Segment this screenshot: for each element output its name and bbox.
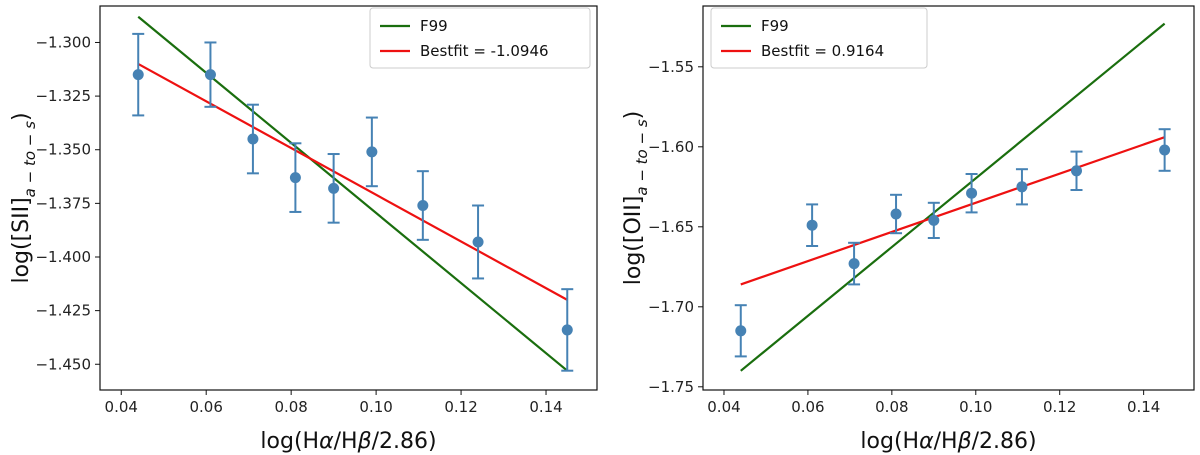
data-point-3: [890, 193, 903, 235]
marker: [247, 133, 259, 145]
marker: [966, 187, 978, 199]
marker: [806, 219, 818, 231]
legend-box: [710, 7, 928, 69]
f99-line: [137, 15, 568, 372]
x-tick-label: 0.04: [707, 398, 740, 416]
y-axis-label: log([SII]a − to − s): [9, 112, 39, 283]
plot-area: [132, 15, 574, 372]
data-point-3: [289, 142, 302, 213]
legend-box: [369, 7, 591, 69]
y-tick-label: −1.60: [648, 138, 694, 156]
x-tick-label: 0.06: [189, 398, 222, 416]
y-tick-label: −1.325: [35, 87, 91, 105]
data-point-5: [965, 173, 978, 214]
axes-frame: [99, 5, 598, 391]
marker: [417, 200, 429, 212]
marker: [890, 208, 902, 220]
data-point-0: [734, 304, 747, 358]
marker: [1016, 181, 1028, 193]
y-axis-label: log([OII]a − to − s): [621, 111, 651, 285]
y-tick-label: −1.350: [35, 141, 91, 159]
data-point-1: [204, 41, 217, 108]
marker: [1070, 165, 1082, 177]
chart-sii: 0.04 0.06 0.08 0.10 0.12 0.14 −1.300 −1.325 −1.3…: [9, 5, 598, 454]
x-tick-label: 0.12: [1043, 398, 1076, 416]
y-tick-label: −1.300: [35, 33, 91, 51]
x-tick-label: 0.04: [105, 398, 138, 416]
data-point-2: [848, 241, 861, 286]
marker: [1159, 144, 1171, 156]
marker: [735, 325, 747, 337]
axes-frame: [702, 5, 1195, 391]
chart-oii: 0.04 0.06 0.08 0.10 0.12 0.14 −1.55 −1.60 −1.65 −…: [621, 5, 1195, 454]
data-point-7: [472, 204, 485, 280]
x-tick-label: 0.10: [359, 398, 392, 416]
data-point-4: [327, 153, 340, 224]
marker: [928, 214, 940, 226]
marker: [204, 69, 216, 81]
legend-label-bestfit: Bestfit = 0.9164: [761, 42, 884, 60]
y-tick-label: −1.425: [35, 302, 91, 320]
data-point-5: [365, 116, 378, 188]
data-point-1: [806, 203, 819, 247]
legend-label-f99: F99: [420, 17, 448, 35]
x-tick-label: 0.06: [791, 398, 824, 416]
data-point-7: [1070, 150, 1083, 191]
y-tick-label: −1.55: [648, 58, 694, 76]
x-tick-label: 0.10: [959, 398, 992, 416]
data-point-6: [1015, 168, 1028, 206]
y-tick-label: −1.75: [648, 378, 694, 396]
data-point-0: [132, 32, 145, 117]
marker: [848, 258, 860, 270]
data-point-8: [561, 288, 574, 372]
marker: [328, 182, 340, 194]
data-point-2: [246, 103, 259, 175]
bestfit-line: [137, 62, 568, 301]
y-tick-label: −1.65: [648, 218, 694, 236]
marker: [366, 146, 378, 158]
data-point-4: [927, 201, 940, 239]
x-tick-label: 0.08: [875, 398, 908, 416]
y-tick-label: −1.70: [648, 298, 694, 316]
legend: F99 Bestfit = -1.0946: [369, 7, 591, 69]
marker: [132, 69, 144, 81]
y-tick-label: −1.450: [35, 355, 91, 373]
data-point-8: [1158, 128, 1171, 172]
x-tick-label: 0.14: [1127, 398, 1160, 416]
marker: [561, 324, 573, 336]
y-tick-label: −1.375: [35, 194, 91, 212]
marker: [472, 236, 484, 248]
bestfit-line: [740, 136, 1165, 286]
f99-line: [740, 22, 1166, 372]
plot-area: [734, 22, 1171, 372]
x-tick-label: 0.08: [274, 398, 307, 416]
data-point-6: [416, 170, 429, 241]
legend-label-bestfit: Bestfit = -1.0946: [420, 42, 549, 60]
x-axis-label: log(Hα/Hβ/2.86): [860, 429, 1036, 454]
marker: [289, 172, 301, 184]
x-axis-label: log(Hα/Hβ/2.86): [260, 429, 436, 454]
legend-label-f99: F99: [761, 17, 789, 35]
legend: F99 Bestfit = 0.9164: [710, 7, 928, 69]
y-tick-label: −1.400: [35, 248, 91, 266]
x-tick-label: 0.14: [529, 398, 562, 416]
x-tick-label: 0.12: [444, 398, 477, 416]
